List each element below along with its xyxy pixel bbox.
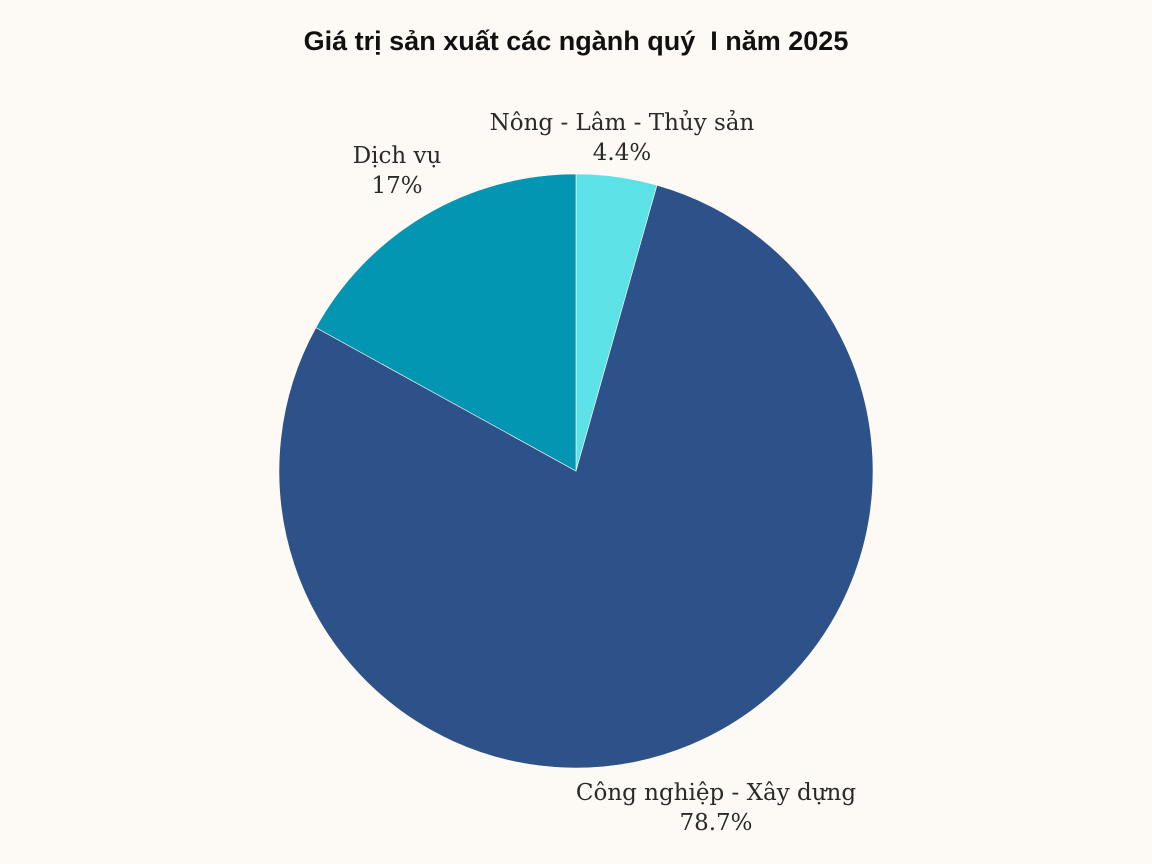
- slice-value-1: 4.4%: [593, 140, 651, 166]
- slice-value-3: 17%: [371, 173, 422, 199]
- chart-title: Giá trị sản xuất các ngành quý I năm 202…: [303, 26, 849, 56]
- slice-label-3: Dịch vụ: [353, 143, 442, 169]
- slice-label-2: Công nghiệp - Xây dựng: [576, 780, 856, 806]
- pie-slice-2: [278, 184, 874, 769]
- slice-value-2: 78.7%: [679, 810, 752, 836]
- slice-label-1: Nông - Lâm - Thủy sản: [490, 110, 755, 136]
- pie-slice-3: [315, 173, 577, 472]
